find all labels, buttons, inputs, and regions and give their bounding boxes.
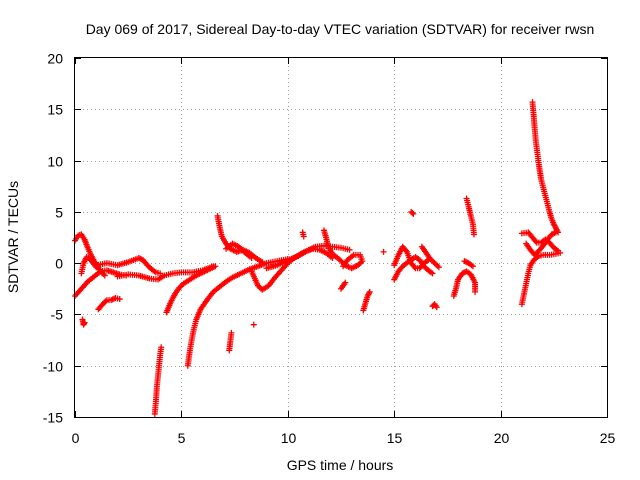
sdtvar-track: [79, 316, 88, 328]
sdtvar-track: [223, 240, 255, 262]
points-layer: [72, 99, 564, 417]
x-tick-label: 5: [178, 430, 186, 446]
data-point: [380, 248, 387, 255]
ticks-layer: 0 5 10 15 20 25 -15 -10 -5 0 5 10 15 20: [43, 51, 616, 447]
data-point: [366, 288, 373, 295]
sdtvar-track: [93, 255, 164, 277]
sdtvar-track: [250, 321, 257, 328]
x-tick-label: 20: [494, 430, 510, 446]
sdtvar-track: [450, 268, 479, 299]
data-point: [469, 263, 476, 270]
y-tick-label: -5: [51, 307, 64, 323]
data-point: [212, 263, 219, 270]
data-point: [429, 270, 436, 277]
sdtvar-track: [338, 279, 349, 292]
y-tick-label: 10: [47, 154, 63, 170]
sdtvar-track: [529, 99, 562, 236]
sdtvar-track: [523, 229, 559, 258]
sdtvar-track: [72, 231, 108, 279]
x-tick-label: 15: [387, 430, 403, 446]
x-tick-label: 0: [72, 430, 80, 446]
data-point: [340, 263, 347, 270]
sdtvar-track: [263, 242, 353, 272]
data-point: [433, 304, 440, 311]
data-point: [157, 270, 164, 277]
sdtvar-track: [408, 208, 417, 217]
grid-layer: [75, 58, 607, 417]
sdtvar-track: [429, 301, 440, 311]
y-tick-label: 15: [47, 102, 63, 118]
sdtvar-track: [248, 245, 336, 293]
sdtvar-track: [418, 243, 442, 271]
sdtvar-track: [184, 256, 291, 369]
data-point: [300, 233, 307, 240]
sdtvar-track: [214, 212, 266, 266]
sdtvar-track: [461, 258, 476, 270]
data-point: [555, 229, 562, 236]
data-point: [471, 231, 477, 238]
sdtvar-track: [299, 229, 307, 240]
sdtvar-track: [151, 344, 165, 417]
data-point: [116, 296, 123, 303]
x-axis-label: GPS time / hours: [287, 457, 394, 473]
sdtvar-track: [95, 295, 123, 313]
data-point: [409, 209, 416, 216]
sdtvar-track: [380, 248, 387, 255]
y-tick-label: -15: [43, 410, 63, 426]
plot-frame: [74, 57, 608, 418]
sdtvar-track: [463, 195, 477, 238]
data-point: [81, 319, 88, 326]
data-point: [228, 329, 235, 336]
chart-title: Day 069 of 2017, Sidereal Day-to-day VTE…: [86, 21, 595, 37]
data-point: [346, 246, 353, 253]
x-tick-label: 25: [600, 430, 616, 446]
data-point: [435, 264, 442, 271]
x-tick-label: 10: [281, 430, 297, 446]
data-point: [410, 210, 417, 217]
y-tick-label: 5: [55, 205, 63, 221]
sdtvar-track: [163, 263, 219, 316]
data-point: [248, 255, 255, 262]
data-point: [532, 238, 539, 245]
y-tick-label: 0: [55, 256, 63, 272]
data-point: [101, 272, 108, 279]
data-point: [411, 263, 418, 270]
data-point: [472, 288, 479, 295]
sdtvar-track: [78, 253, 100, 277]
data-point: [158, 344, 165, 351]
sdtvar-track: [518, 249, 564, 308]
data-point: [259, 259, 266, 266]
y-tick-label: 20: [47, 51, 63, 67]
sdtvar-track: [391, 253, 436, 283]
sdtvar-track: [226, 329, 235, 354]
data-point: [109, 296, 116, 303]
data-point: [250, 321, 257, 328]
y-tick-label: -10: [43, 359, 63, 375]
data-point: [402, 247, 409, 254]
sdtvar-track: [320, 227, 366, 272]
y-axis-label: SDTVAR / TECUs: [5, 181, 21, 293]
data-point: [557, 249, 564, 256]
data-point: [342, 279, 349, 286]
sdtvar-track: [360, 288, 373, 314]
